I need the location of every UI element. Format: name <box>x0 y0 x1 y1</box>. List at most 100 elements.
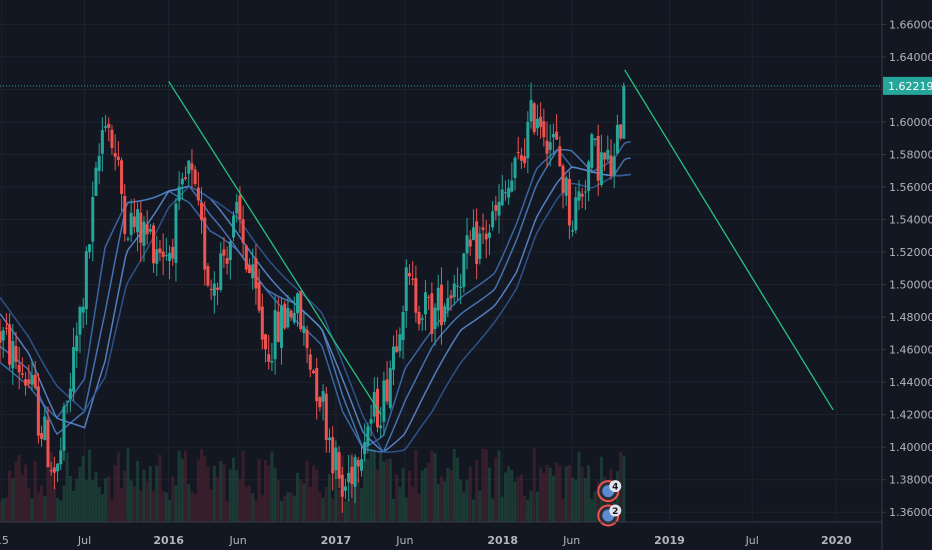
candle-body[interactable] <box>606 149 610 160</box>
candle-body[interactable] <box>161 251 165 257</box>
candle-body[interactable] <box>379 425 383 429</box>
candle-body[interactable] <box>43 416 47 440</box>
candle-body[interactable] <box>465 235 469 254</box>
candle-body[interactable] <box>62 406 66 451</box>
candle-body[interactable] <box>551 133 555 138</box>
candle-body[interactable] <box>46 419 50 468</box>
candle-body[interactable] <box>571 230 575 232</box>
candle-body[interactable] <box>283 303 287 329</box>
candle-body[interactable] <box>523 156 527 164</box>
candle-body[interactable] <box>574 197 578 231</box>
candle-body[interactable] <box>558 146 562 167</box>
candle-body[interactable] <box>443 306 447 322</box>
candle-body[interactable] <box>385 379 389 402</box>
candle-body[interactable] <box>40 433 44 439</box>
candle-body[interactable] <box>145 224 149 235</box>
candle-body[interactable] <box>535 118 539 129</box>
candle-body[interactable] <box>420 318 424 320</box>
candle-body[interactable] <box>219 253 223 290</box>
candle-body[interactable] <box>382 380 386 422</box>
candle-body[interactable] <box>526 121 530 159</box>
candle-body[interactable] <box>94 167 98 196</box>
candle-body[interactable] <box>244 245 248 270</box>
candle-body[interactable] <box>78 307 82 335</box>
candle-body[interactable] <box>289 310 293 318</box>
candle-body[interactable] <box>593 138 597 140</box>
candle-body[interactable] <box>296 293 300 314</box>
candle-body[interactable] <box>459 286 463 288</box>
candle-body[interactable] <box>532 103 536 133</box>
candle-body[interactable] <box>232 215 236 238</box>
candle-body[interactable] <box>308 354 312 370</box>
candle-body[interactable] <box>475 221 479 264</box>
candle-body[interactable] <box>116 156 120 161</box>
candle-body[interactable] <box>88 244 92 253</box>
candle-body[interactable] <box>468 239 472 247</box>
candle-body[interactable] <box>155 249 159 264</box>
candle-body[interactable] <box>561 165 565 193</box>
candle-body[interactable] <box>401 312 405 340</box>
candle-body[interactable] <box>84 251 88 310</box>
candle-body[interactable] <box>449 295 453 299</box>
candle-body[interactable] <box>14 346 18 362</box>
candle-body[interactable] <box>17 364 21 373</box>
candle-body[interactable] <box>68 388 72 399</box>
candle-body[interactable] <box>238 195 242 220</box>
candle-body[interactable] <box>580 193 584 197</box>
candle-body[interactable] <box>65 400 69 402</box>
candle-body[interactable] <box>510 180 514 192</box>
candle-body[interactable] <box>411 278 415 280</box>
candle-body[interactable] <box>433 307 437 329</box>
candle-body[interactable] <box>302 326 306 334</box>
candle-body[interactable] <box>260 306 264 340</box>
candle-body[interactable] <box>158 248 162 253</box>
candle-body[interactable] <box>97 155 101 171</box>
candle-body[interactable] <box>251 264 255 279</box>
candle-body[interactable] <box>324 393 328 441</box>
candle-body[interactable] <box>539 116 543 127</box>
candle-body[interactable] <box>212 283 216 296</box>
candle-body[interactable] <box>340 474 344 497</box>
candle-body[interactable] <box>209 288 213 291</box>
candle-body[interactable] <box>1 330 5 341</box>
candle-body[interactable] <box>248 264 252 274</box>
candle-body[interactable] <box>599 152 603 185</box>
candle-body[interactable] <box>107 123 111 128</box>
candle-body[interactable] <box>446 298 450 311</box>
candle-body[interactable] <box>33 374 37 388</box>
candle-body[interactable] <box>567 178 571 226</box>
candle-body[interactable] <box>168 253 172 262</box>
candle-body[interactable] <box>481 227 485 230</box>
candle-body[interactable] <box>423 292 427 315</box>
candle-body[interactable] <box>590 134 594 168</box>
candle-body[interactable] <box>436 287 440 311</box>
candle-body[interactable] <box>334 447 338 470</box>
candle-body[interactable] <box>104 126 108 128</box>
candle-body[interactable] <box>100 130 104 154</box>
candle-body[interactable] <box>27 379 31 384</box>
candle-body[interactable] <box>11 341 15 369</box>
candle-body[interactable] <box>280 305 284 348</box>
candle-body[interactable] <box>318 397 322 408</box>
candle-body[interactable] <box>609 155 613 177</box>
candle-body[interactable] <box>519 155 523 161</box>
candle-body[interactable] <box>596 136 600 181</box>
candle-body[interactable] <box>110 129 114 149</box>
candle-body[interactable] <box>216 287 220 290</box>
candle-body[interactable] <box>132 216 136 227</box>
candle-body[interactable] <box>292 313 296 323</box>
candle-body[interactable] <box>497 201 501 216</box>
candle-body[interactable] <box>20 373 24 375</box>
candle-body[interactable] <box>190 163 194 170</box>
candle-body[interactable] <box>113 153 117 157</box>
candle-body[interactable] <box>603 152 607 160</box>
candle-body[interactable] <box>516 152 520 154</box>
candle-body[interactable] <box>91 197 95 242</box>
candle-body[interactable] <box>427 296 431 298</box>
candle-body[interactable] <box>484 233 488 240</box>
candle-body[interactable] <box>583 191 587 193</box>
candle-body[interactable] <box>148 228 152 232</box>
candle-body[interactable] <box>359 459 363 471</box>
trendlines[interactable] <box>168 69 834 416</box>
candle-body[interactable] <box>196 187 200 201</box>
